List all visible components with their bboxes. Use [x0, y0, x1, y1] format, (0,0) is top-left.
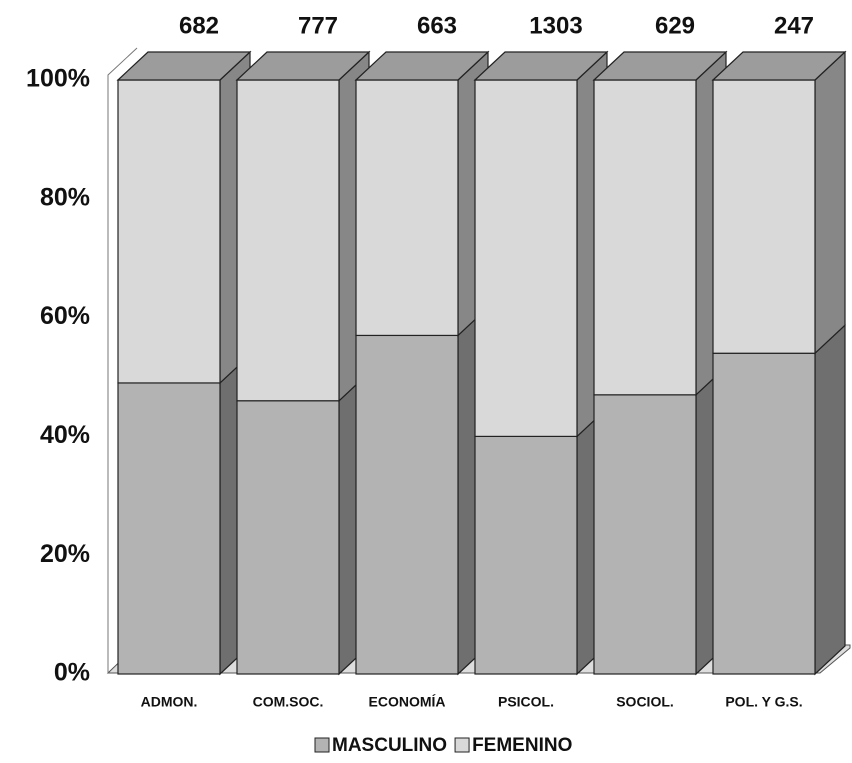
- legend-swatch: [454, 737, 470, 753]
- y-tick-label: 20%: [40, 540, 90, 568]
- bar: [355, 334, 459, 675]
- bar: [712, 352, 816, 675]
- legend-label: MASCULINO: [332, 735, 447, 756]
- y-tick-label: 0%: [54, 659, 90, 687]
- x-tick-label: SOCIOL.: [616, 694, 674, 710]
- bar-top: [116, 51, 252, 81]
- back-wall: [107, 47, 138, 673]
- x-tick-label: COM.SOC.: [253, 694, 324, 710]
- y-tick-label: 60%: [40, 302, 90, 330]
- bar: [117, 382, 221, 675]
- bar-top: [473, 51, 609, 81]
- bar: [474, 79, 578, 437]
- y-tick-label: 80%: [40, 183, 90, 211]
- bar: [236, 400, 340, 675]
- bar: [712, 79, 816, 354]
- bar: [236, 79, 340, 402]
- total-label: 629: [655, 12, 695, 39]
- total-label: 247: [774, 12, 814, 39]
- total-label: 1303: [529, 12, 582, 39]
- bar: [593, 79, 697, 396]
- y-tick-label: 100%: [26, 65, 90, 93]
- legend-swatch: [314, 737, 330, 753]
- legend-label: FEMENINO: [472, 735, 572, 756]
- bar-side: [814, 50, 846, 355]
- bar-top: [592, 51, 728, 81]
- bar-top: [711, 51, 847, 81]
- bar-top: [354, 51, 490, 81]
- bar: [117, 79, 221, 384]
- bar-top: [235, 51, 371, 81]
- bar: [593, 394, 697, 675]
- y-tick-label: 40%: [40, 421, 90, 449]
- total-label: 663: [417, 12, 457, 39]
- x-tick-label: PSICOL.: [498, 694, 554, 710]
- bar: [355, 79, 459, 337]
- total-label: 682: [179, 12, 219, 39]
- x-tick-label: ECONOMÍA: [369, 694, 446, 710]
- x-tick-label: ADMON.: [141, 694, 198, 710]
- total-label: 777: [298, 12, 338, 39]
- bar-side: [814, 323, 846, 676]
- x-tick-label: POL. Y G.S.: [725, 694, 802, 710]
- bar: [474, 435, 578, 675]
